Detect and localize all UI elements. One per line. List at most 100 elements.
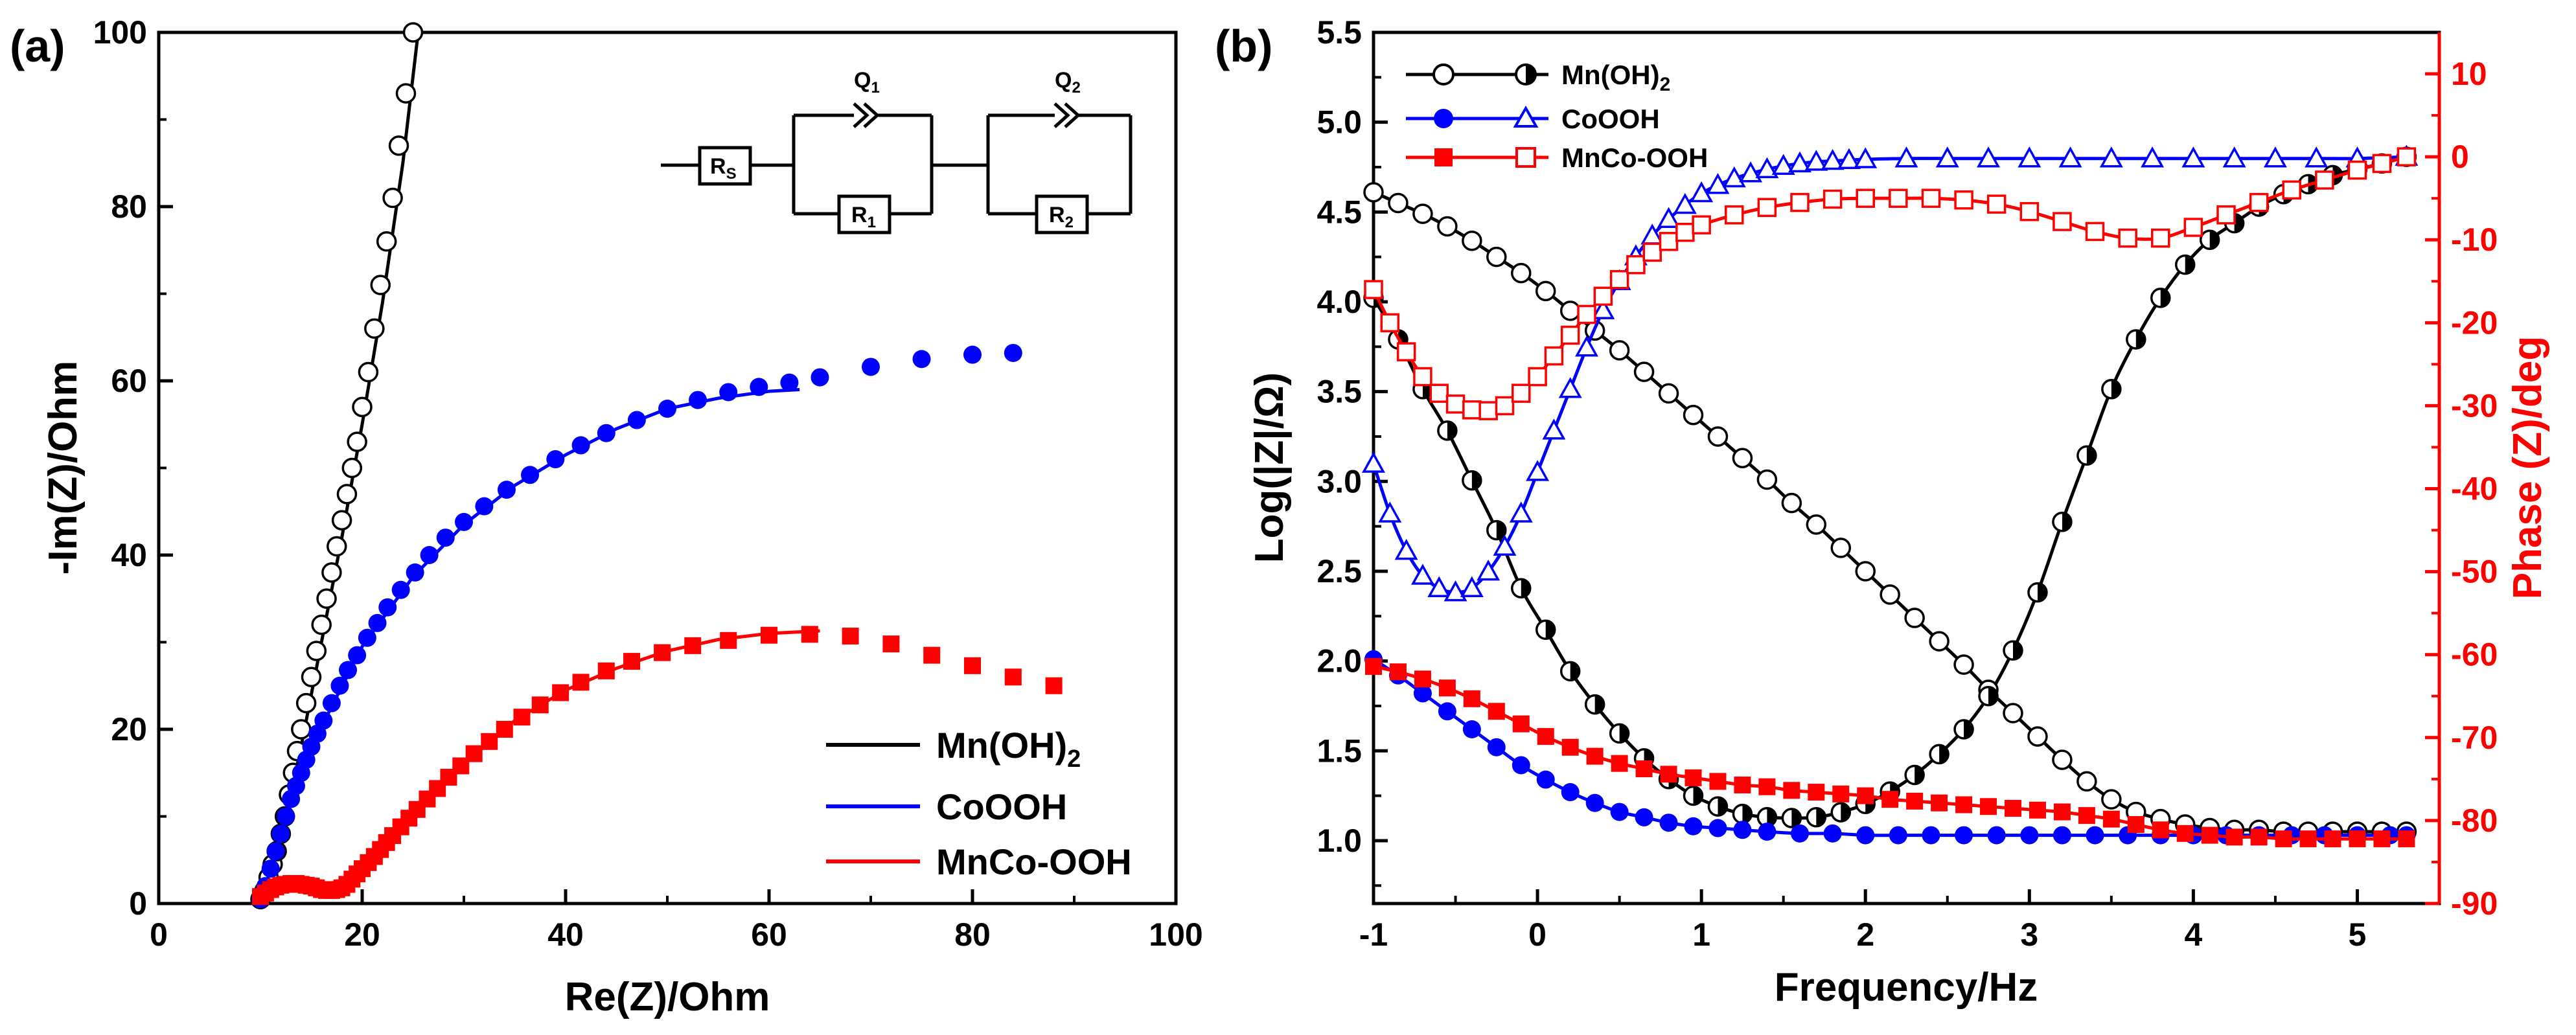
panel-b-label: (b) xyxy=(1215,21,1272,71)
a-point-mnco-ooh-43 xyxy=(684,637,702,654)
a-point-mn-oh-2-25 xyxy=(370,275,391,295)
b-phase-point-mnco-ooh-23 xyxy=(1790,192,1810,212)
b-phase-point-coooh-28 xyxy=(1821,148,1845,170)
a-y-tick-label-100: 100 xyxy=(93,14,147,51)
b-magnitude-point-mnco-ooh-3 xyxy=(1438,679,1456,697)
b-phase-point-mn-oh-2-8-fill xyxy=(1570,662,1580,681)
a-point-mnco-ooh-48 xyxy=(882,635,900,653)
a-point-coooh-21 xyxy=(406,563,424,582)
b-magnitude-point-coooh-11 xyxy=(1635,808,1653,826)
b-phase-point-mnco-ooh-30 xyxy=(2019,201,2040,222)
b-phase-point-mnco-ooh-24 xyxy=(1823,189,1843,209)
b-phase-point-mnco-ooh-32 xyxy=(2085,222,2105,242)
b-magnitude-point-coooh-5 xyxy=(1487,738,1506,756)
b-phase-point-mn-oh-2-13 xyxy=(1683,785,1704,806)
a-y-tick-label-0: 0 xyxy=(129,885,147,922)
b-magnitude-point-mnco-ooh-5 xyxy=(1488,703,1505,720)
b-magnitude-point-mnco-ooh-4 xyxy=(1463,690,1480,707)
b-magnitude-point-coooh-3 xyxy=(1438,702,1456,721)
b-magnitude-point-mnco-ooh-2 xyxy=(1414,670,1431,688)
b-y-tick-label-5-0: 5.0 xyxy=(1317,104,1362,141)
b-phase-point-mnco-ooh-42 xyxy=(2397,147,2417,166)
a-point-coooh-25 xyxy=(475,497,494,516)
b-magnitude-point-mnco-ooh-40 xyxy=(2349,830,2366,848)
b-phase-point-mn-oh-2-22-fill xyxy=(1915,766,1924,784)
b-phase-point-mnco-ooh-14 xyxy=(1593,286,1613,306)
b-magnitude-point-coooh-16 xyxy=(1758,823,1777,841)
b-phase-point-coooh-9 xyxy=(1509,501,1533,523)
b-phase-point-mn-oh-2-32 xyxy=(2150,288,2171,308)
b-magnitude-point-mnco-ooh-28 xyxy=(2053,803,2071,821)
a-point-mn-oh-2-20 xyxy=(341,457,363,479)
a-point-mn-oh-2-21 xyxy=(347,431,367,452)
b-phase-point-mn-oh-2-28-fill xyxy=(2062,512,2071,531)
b-y2-tick-label-80: -80 xyxy=(2451,802,2498,839)
b-phase-point-mn-oh-2-35-fill xyxy=(2234,214,2244,233)
b-magnitude-point-mnco-ooh-0 xyxy=(1365,657,1382,675)
b-phase-point-coooh-37 xyxy=(2141,146,2165,168)
b-phase-point-coooh-14 xyxy=(1591,298,1615,319)
b-phase-point-mn-oh-2-30-fill xyxy=(2111,380,2121,398)
b-phase-point-mn-oh-2-18 xyxy=(1806,807,1827,828)
a-point-coooh-37 xyxy=(811,368,829,387)
b-phase-point-mn-oh-2-3-fill xyxy=(1447,421,1456,440)
b-magnitude-point-coooh-23 xyxy=(1987,826,2006,845)
a-point-coooh-41 xyxy=(1004,343,1022,362)
b-phase-point-coooh-39 xyxy=(2222,146,2246,168)
b-phase-point-coooh-13 xyxy=(1575,336,1598,357)
b-phase-point-coooh-32 xyxy=(1935,146,1959,168)
b-phase-point-mn-oh-2-30 xyxy=(2101,379,2122,400)
b-magnitude-point-mnco-ooh-16 xyxy=(1758,778,1776,795)
a-point-mnco-ooh-52 xyxy=(1045,677,1063,694)
a-point-mnco-ooh-34 xyxy=(481,733,498,750)
a-point-mnco-ooh-47 xyxy=(842,628,859,645)
b-phase-point-mn-oh-2-24 xyxy=(1953,719,1974,740)
a-point-coooh-19 xyxy=(378,598,397,617)
legend-b-marker-mag-mnco-ooh xyxy=(1434,148,1453,166)
b-phase-point-mn-oh-2-24-fill xyxy=(1964,720,1973,738)
a-point-mn-oh-2-30 xyxy=(402,22,424,43)
b-magnitude-point-mn-oh-2-3 xyxy=(1437,216,1458,237)
b-phase-point-mn-oh-2-5 xyxy=(1486,519,1507,541)
b-magnitude-point-mn-oh-2-20 xyxy=(1855,561,1876,582)
a-point-coooh-4 xyxy=(271,825,290,843)
a-point-coooh-18 xyxy=(368,613,387,632)
a-point-coooh-24 xyxy=(455,512,473,531)
b-phase-point-mn-oh-2-19 xyxy=(1830,802,1852,823)
b-magnitude-point-mn-oh-2-15 xyxy=(1732,448,1753,468)
b-phase-point-mnco-ooh-31 xyxy=(2053,212,2072,231)
b-phase-point-mnco-ooh-16 xyxy=(1626,255,1646,275)
b-phase-point-coooh-0 xyxy=(1362,451,1385,473)
b-phase-point-mn-oh-2-6 xyxy=(1511,578,1532,598)
b-magnitude-point-mnco-ooh-25 xyxy=(1980,798,1997,815)
panel-b-y2-axis-label: Phase (Z)/deg xyxy=(2505,336,2550,600)
legend-b-label-coooh: CoOOH xyxy=(1561,104,1660,134)
b-magnitude-point-mnco-ooh-32 xyxy=(2152,821,2169,839)
a-point-coooh-12 xyxy=(314,711,333,730)
a-y-tick-label-60: 60 xyxy=(111,363,147,399)
a-point-coooh-14 xyxy=(330,676,349,695)
b-magnitude-point-mnco-ooh-6 xyxy=(1512,715,1530,733)
b-magnitude-point-coooh-7 xyxy=(1536,770,1555,789)
b-y-tick-label-4-5: 4.5 xyxy=(1317,194,1362,230)
panel-b-tick-labels: -1 0 1 2 3 4 51.01.52.02.53.03.54.04.55.05.510… xyxy=(1317,14,2498,953)
a-point-mnco-ooh-33 xyxy=(465,745,483,762)
b-x-tick-label-0: 0 xyxy=(1528,916,1547,953)
circuit-cpe-q1 xyxy=(853,102,869,128)
equivalent-circuit-labels: RS R1 R2 Q1 Q2 xyxy=(710,68,1081,231)
a-point-coooh-17 xyxy=(358,628,376,647)
panel-a-legend: Mn(OH)2 CoOOH MnCo-OOH xyxy=(826,725,1132,882)
a-point-mnco-ooh-50 xyxy=(964,657,981,674)
b-phase-point-mn-oh-2-17-fill xyxy=(1791,809,1801,828)
b-phase-point-mn-oh-2-18-fill xyxy=(1816,808,1826,826)
b-phase-point-mn-oh-2-7-fill xyxy=(1545,620,1555,639)
a-point-coooh-2 xyxy=(261,859,280,878)
b-magnitude-point-mn-oh-2-16 xyxy=(1756,469,1778,490)
b-phase-point-coooh-31 xyxy=(1894,146,1918,168)
legend-b-marker-mag-mnoh2 xyxy=(1432,63,1455,85)
b-phase-point-mn-oh-2-29-fill xyxy=(2086,446,2096,465)
b-phase-point-coooh-38 xyxy=(2181,146,2205,168)
b-phase-point-mn-oh-2-29 xyxy=(2076,445,2097,466)
b-phase-point-coooh-27 xyxy=(1804,150,1828,171)
